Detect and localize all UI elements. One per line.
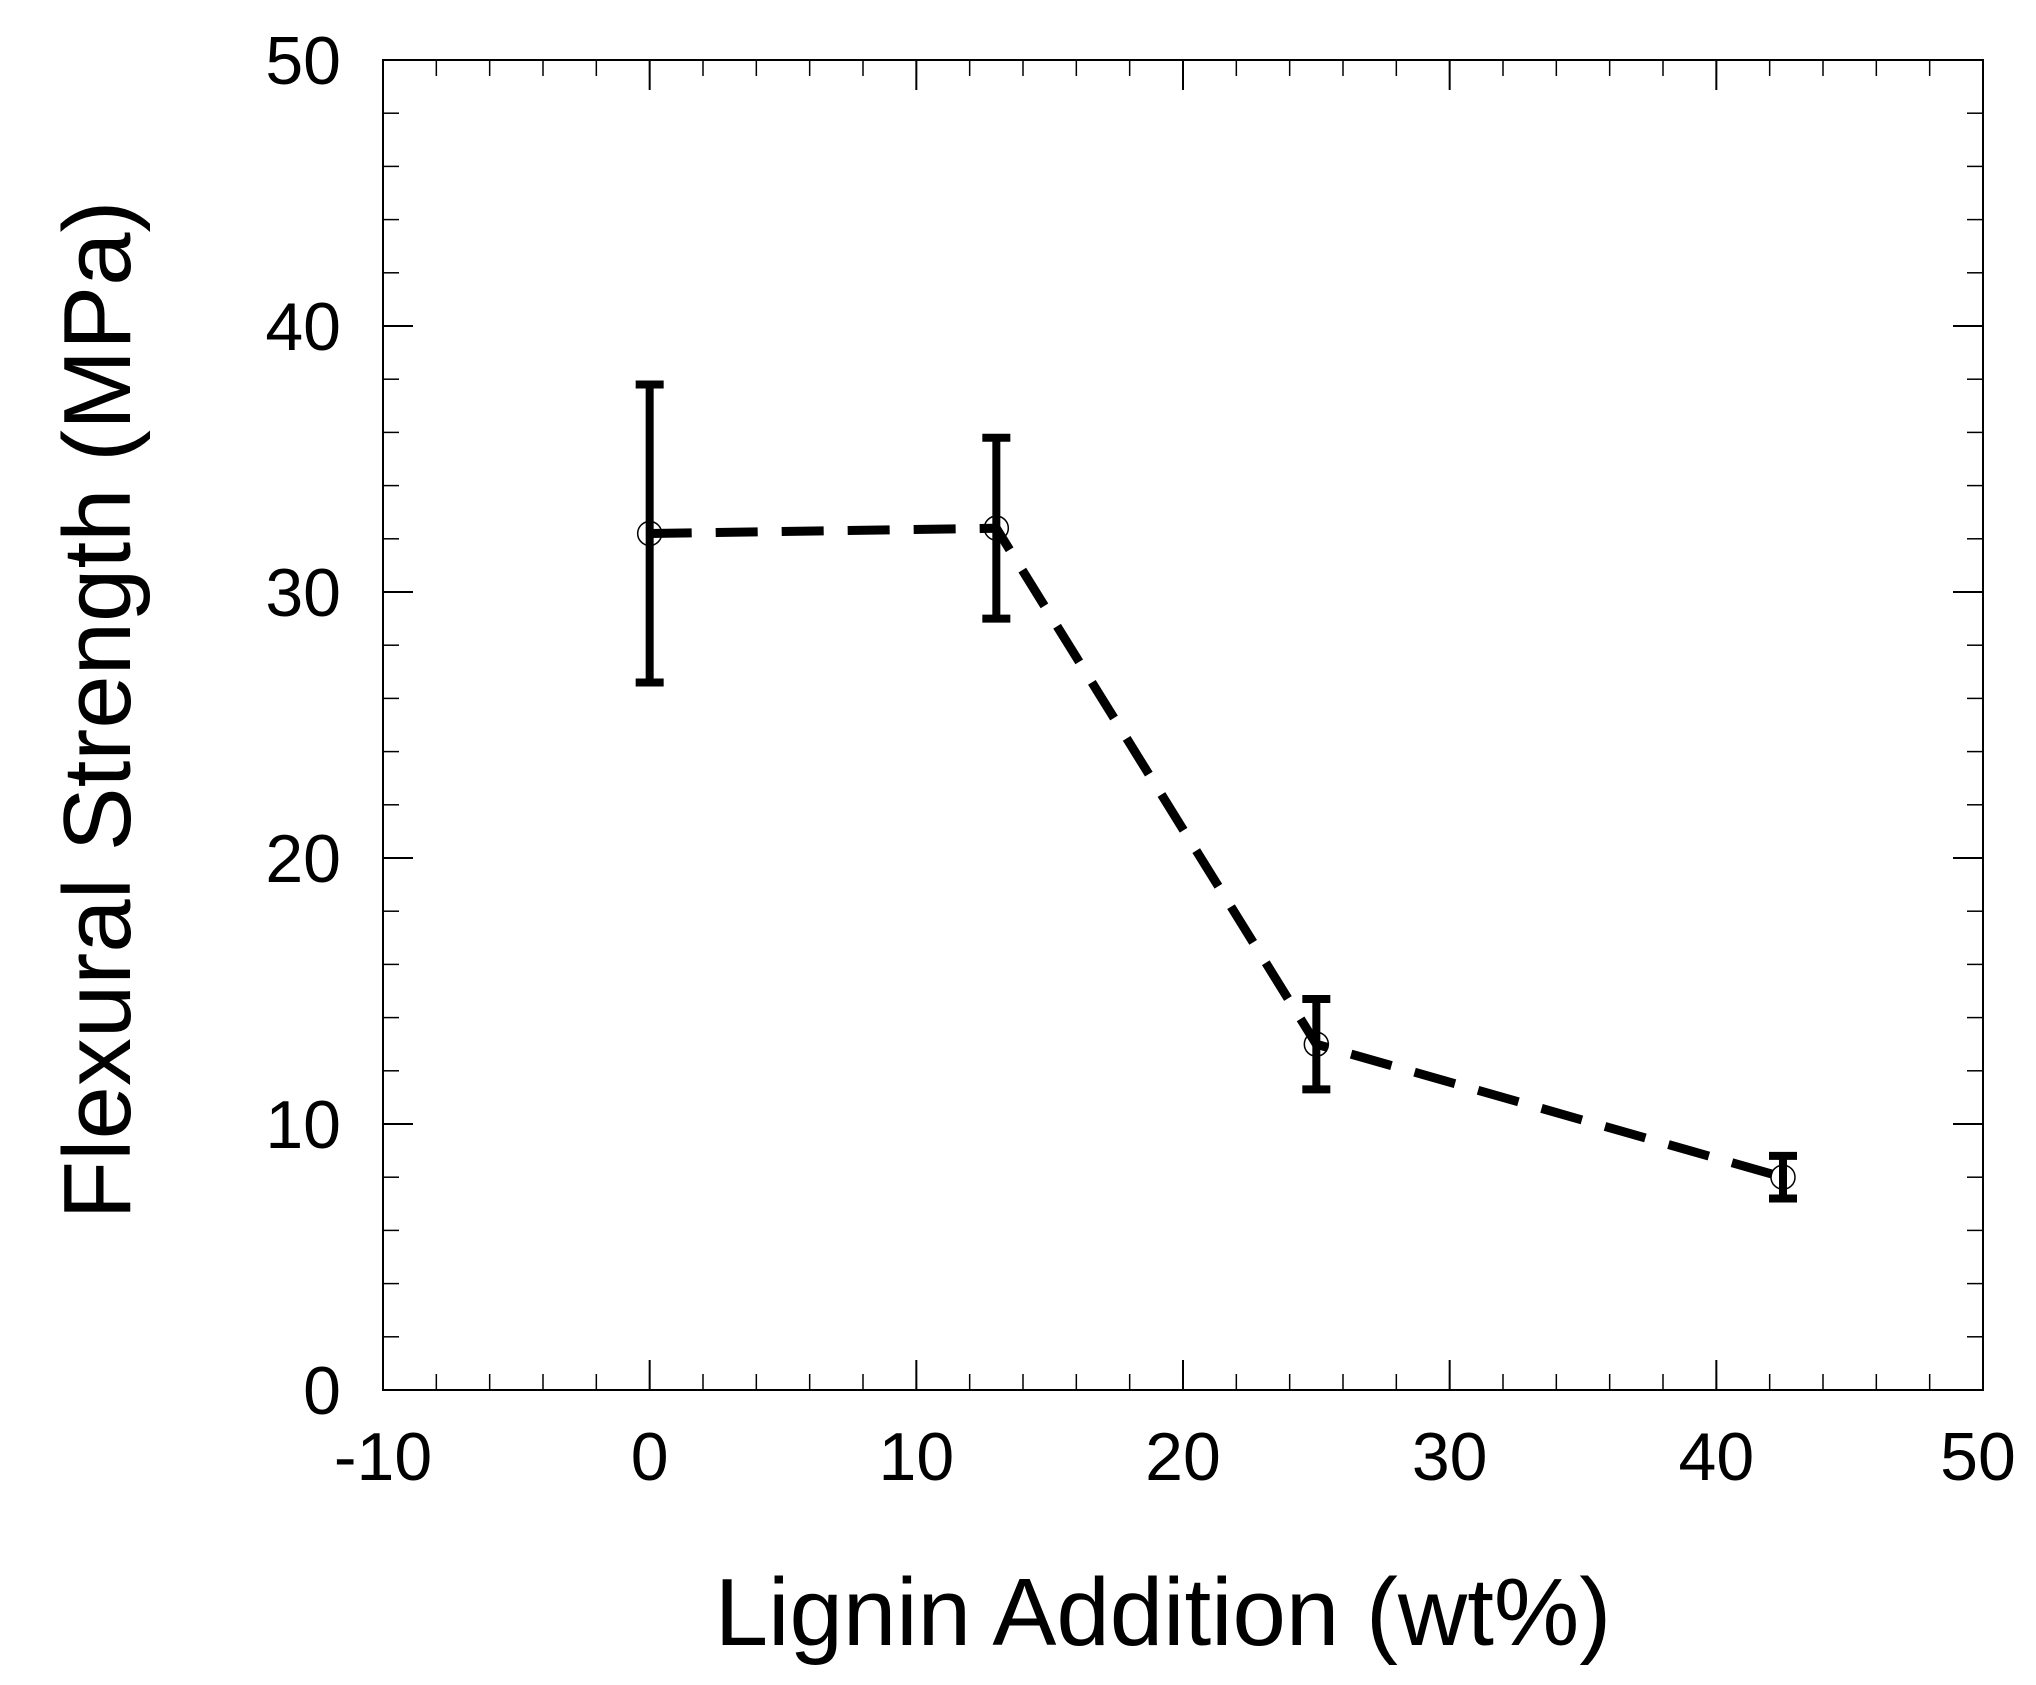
y-tick-label: 30 [265,555,341,631]
minor-ticks [382,59,1984,1391]
x-tick-label: 40 [1679,1419,1755,1495]
error-bar [635,380,664,687]
series-dashed-line [649,523,1785,1182]
error-bar [1302,994,1331,1094]
x-tick-label: 20 [1145,1419,1221,1495]
y-tick-label: 50 [265,23,341,99]
plot-frame [382,59,1984,1391]
y-tick-label: 20 [265,821,341,897]
y-tick-label: 40 [265,289,341,365]
x-tick-label: 10 [879,1419,955,1495]
data-point-marker [1303,1031,1330,1057]
data-point-marker [983,515,1010,541]
x-tick-labels: -10 0 10 20 30 40 50 [334,1419,2016,1495]
y-tick-label: 10 [265,1087,341,1163]
y-tick-label: 0 [303,1353,341,1429]
data-markers [636,515,1796,1190]
x-axis-label: Lignin Addition (wt%) [715,1559,1611,1666]
data-point-marker [1770,1164,1796,1190]
error-bars [635,380,1797,1203]
major-ticks [382,59,1984,1391]
x-tick-label: -10 [334,1419,432,1495]
x-tick-label: 50 [1940,1419,2016,1495]
x-tick-label: 0 [631,1419,669,1495]
x-tick-label: 30 [1412,1419,1488,1495]
error-bar [1769,1151,1797,1203]
y-axis-label: Flexural Strength (MPa) [44,200,151,1219]
data-point-marker [636,520,663,547]
error-bar [982,433,1011,623]
y-tick-labels: 0 10 20 30 40 50 [265,23,341,1429]
